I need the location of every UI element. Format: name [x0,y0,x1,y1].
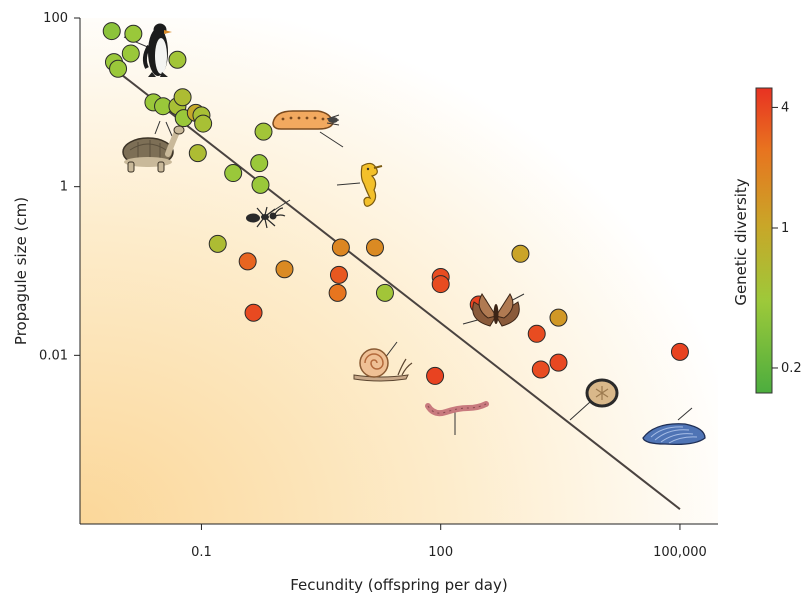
ant-icon [246,206,286,229]
y-tick-label: 1 [60,180,68,195]
data-point [275,260,294,279]
data-point [375,283,394,302]
earthworm-icon [425,401,489,417]
data-point [102,22,121,41]
data-point [531,360,550,379]
caterpillar-icon [272,110,340,130]
data-point [224,164,243,183]
y-tick-label: 0.01 [39,348,68,363]
x-tick-label: 100,000 [653,545,707,560]
tortoise-icon [122,125,185,173]
axis-ticks: 0.1 100 100,000 100 1 0.01 [39,11,707,560]
data-point [328,283,347,302]
data-points [102,22,689,385]
data-point [329,265,348,284]
trend-line [113,67,681,510]
data-point [194,114,213,133]
data-point [549,308,568,327]
data-point [511,244,530,263]
data-point [168,50,187,69]
data-point [109,59,128,78]
data-point [250,154,269,173]
seahorse-icon [360,162,383,207]
colorbar [755,87,773,394]
data-point [431,275,450,294]
colorbar-tick-label: 0.2 [781,361,802,376]
data-point [254,122,273,141]
data-point [670,342,689,361]
data-point [124,24,143,43]
snail-icon [353,348,413,382]
data-point [244,303,263,322]
colorbar-ticks: 410.2 [772,100,802,376]
data-point [426,366,445,385]
moth-icon [472,293,520,327]
x-tick-label: 100 [428,545,453,560]
x-tick-label: 0.1 [191,545,212,560]
data-point [251,175,270,194]
data-point [365,238,384,257]
colorbar-tick-label: 4 [781,100,789,115]
y-tick-label: 100 [43,11,68,26]
colorbar-title: Genetic diversity [732,178,750,305]
data-point [331,238,350,257]
data-point [188,144,207,163]
data-point [208,234,227,253]
y-axis-label: Propagule size (cm) [12,197,30,345]
colorbar-tick-label: 1 [781,221,789,236]
data-point [173,88,192,107]
mussel-icon [642,423,706,446]
sand-dollar-icon [585,378,619,408]
data-point [549,353,568,372]
penguin-icon [142,23,172,77]
data-point [238,252,257,271]
data-point [527,324,546,343]
x-axis-label: Fecundity (offspring per day) [290,576,507,594]
data-point [121,44,140,63]
